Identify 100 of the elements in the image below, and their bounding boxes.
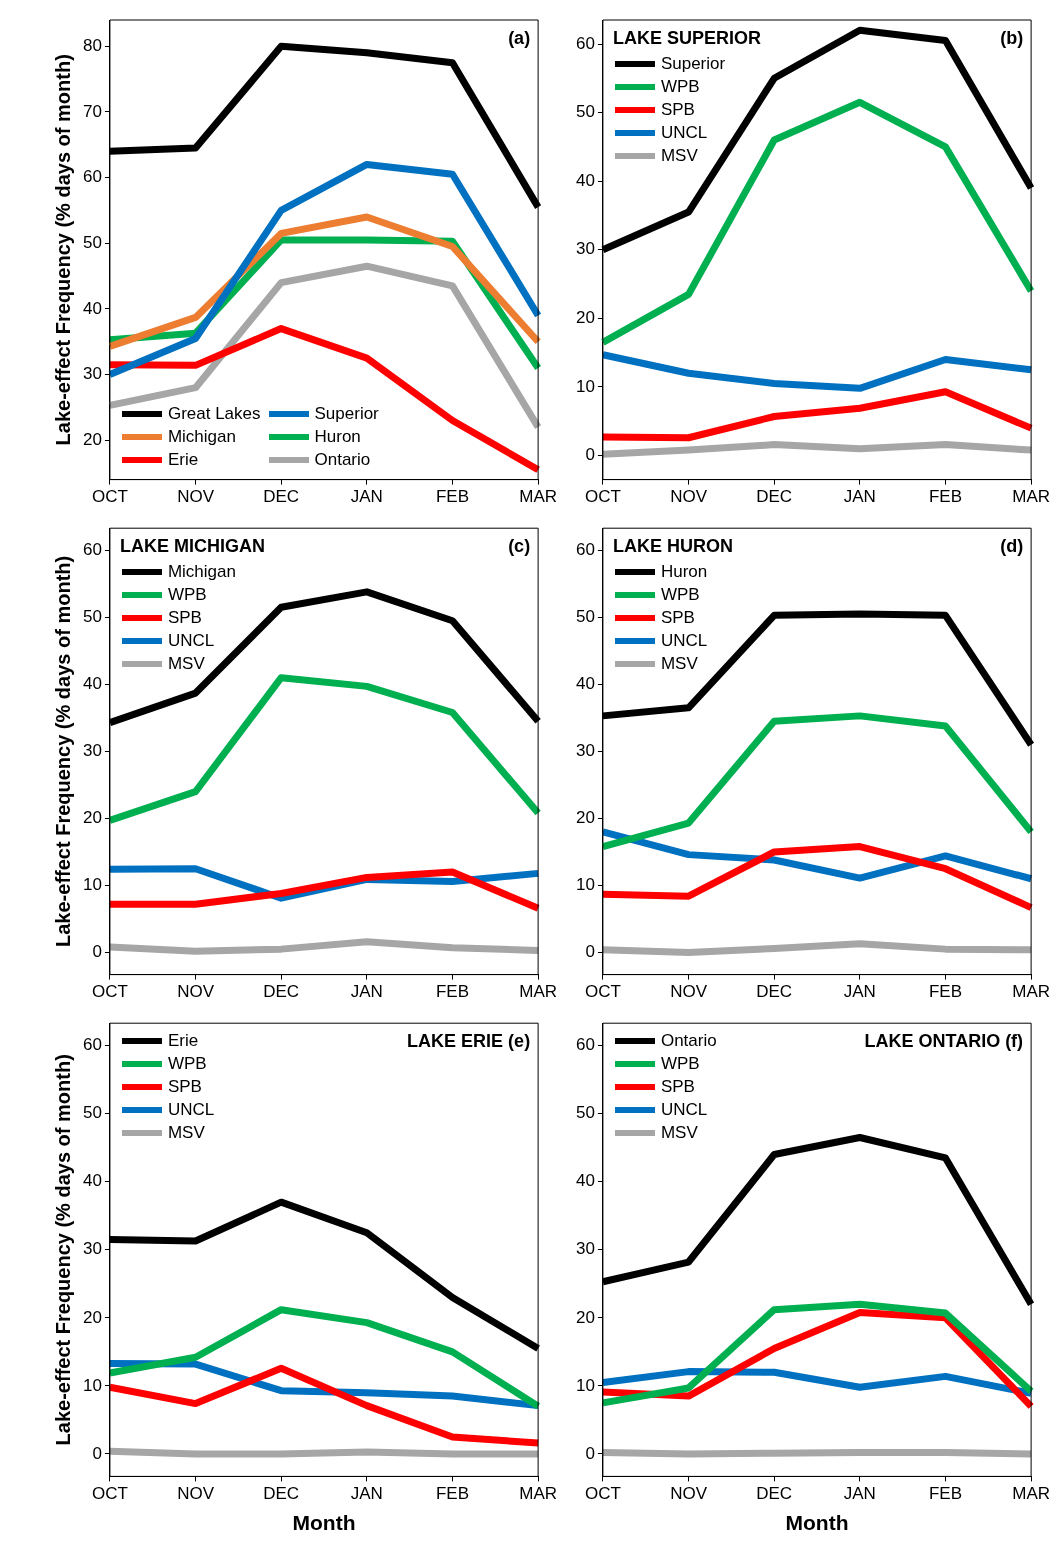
x-tick-label: MAR [1012, 1484, 1050, 1504]
legend-label: MSV [167, 654, 205, 675]
y-tick-label: 20 [575, 1307, 595, 1327]
chart-title: LAKE ERIE (e) [407, 1031, 531, 1052]
x-axis-title: Month [785, 1511, 849, 1535]
x-tick-label: DEC [756, 982, 793, 1002]
legend-label: UNCL [660, 123, 708, 143]
legend-label: Superior [660, 54, 726, 74]
legend-label: SPB [660, 100, 695, 120]
y-tick-label: 40 [82, 298, 102, 318]
annotation: (a) [508, 28, 531, 49]
x-tick-label: MAR [1012, 982, 1050, 1002]
legend-label: SPB [167, 608, 202, 629]
y-tick-label: 60 [82, 1035, 102, 1055]
y-tick-label: 30 [575, 1239, 595, 1259]
legend-label: Ontario [314, 449, 371, 470]
x-tick-label: MAR [519, 487, 557, 507]
x-tick-label: FEB [928, 487, 962, 507]
annotation: (d) [1000, 536, 1024, 558]
legend-label: SPB [660, 1077, 695, 1098]
y-axis-title: Lake-effect Frequency (% days of month) [51, 555, 74, 947]
y-axis-title: Lake-effect Frequency (% days of month) [51, 1054, 74, 1446]
legend-label: UNCL [167, 631, 215, 652]
y-tick-label: 40 [82, 674, 102, 694]
chart-title: LAKE MICHIGAN [119, 536, 265, 558]
x-tick-label: MAR [519, 1484, 557, 1504]
x-tick-label: FEB [435, 487, 469, 507]
x-tick-label: DEC [756, 1484, 793, 1504]
x-tick-label: FEB [435, 982, 469, 1002]
legend-label: WPB [167, 585, 207, 606]
y-tick-label: 60 [82, 167, 102, 187]
y-tick-label: 80 [82, 35, 102, 55]
y-tick-label: 50 [575, 1103, 595, 1123]
chart-title: LAKE SUPERIOR [612, 28, 761, 49]
x-tick-label: OCT [584, 1484, 621, 1504]
x-tick-label: OCT [584, 487, 621, 507]
y-tick-label: 20 [82, 808, 102, 828]
x-tick-label: OCT [91, 982, 128, 1002]
y-axis-title: Lake-effect Frequency (% days of month) [51, 54, 74, 446]
y-tick-label: 0 [585, 1443, 595, 1463]
legend-label: Huron [660, 562, 708, 583]
y-tick-label: 10 [82, 875, 102, 895]
x-tick-label: FEB [928, 982, 962, 1002]
legend-label: WPB [660, 77, 700, 97]
legend-label: Huron [314, 426, 361, 447]
y-tick-label: 30 [575, 741, 595, 761]
x-tick-label: NOV [670, 1484, 708, 1504]
y-tick-label: 40 [575, 674, 595, 694]
legend-label: Great Lakes [167, 403, 261, 424]
y-tick-label: 20 [82, 1307, 102, 1327]
x-tick-label: NOV [177, 982, 215, 1002]
y-tick-label: 20 [575, 308, 595, 328]
y-tick-label: 40 [575, 170, 595, 190]
legend-label: Superior [314, 403, 379, 424]
x-tick-label: JAN [843, 982, 876, 1002]
x-tick-label: NOV [670, 982, 708, 1002]
chart-title: LAKE HURON [612, 536, 733, 558]
y-tick-label: 10 [575, 875, 595, 895]
y-tick-label: 10 [82, 1375, 102, 1395]
legend-label: UNCL [660, 1100, 708, 1121]
x-tick-label: DEC [263, 982, 300, 1002]
y-tick-label: 40 [82, 1171, 102, 1191]
x-tick-label: NOV [670, 487, 708, 507]
y-tick-label: 0 [92, 1443, 102, 1463]
y-tick-label: 50 [82, 232, 102, 252]
x-tick-label: MAR [519, 982, 557, 1002]
legend-label: MSV [660, 654, 698, 675]
chart-title: LAKE ONTARIO (f) [864, 1031, 1024, 1052]
x-tick-label: DEC [756, 487, 793, 507]
x-tick-label: JAN [843, 1484, 876, 1504]
legend-label: Erie [167, 449, 199, 470]
y-tick-label: 50 [82, 607, 102, 627]
legend-label: Ontario [660, 1031, 717, 1052]
x-tick-label: FEB [928, 1484, 962, 1504]
x-tick-label: DEC [263, 1484, 300, 1504]
y-tick-label: 70 [82, 101, 102, 121]
y-tick-label: 10 [575, 1375, 595, 1395]
x-tick-label: JAN [843, 487, 876, 507]
x-tick-label: OCT [91, 487, 128, 507]
x-tick-label: OCT [91, 1484, 128, 1504]
x-axis-title: Month [292, 1511, 356, 1535]
y-tick-label: 10 [575, 376, 595, 396]
legend-label: UNCL [660, 631, 708, 652]
x-tick-label: JAN [350, 1484, 383, 1504]
y-tick-label: 0 [92, 942, 102, 962]
y-tick-label: 30 [575, 239, 595, 259]
legend-label: Michigan [167, 426, 236, 447]
x-tick-label: NOV [177, 1484, 215, 1504]
legend-label: SPB [167, 1077, 202, 1098]
x-tick-label: NOV [177, 487, 215, 507]
legend-label: Erie [167, 1031, 199, 1052]
y-tick-label: 0 [585, 942, 595, 962]
legend-label: MSV [660, 146, 698, 166]
y-tick-label: 30 [82, 1239, 102, 1259]
y-tick-label: 30 [82, 741, 102, 761]
x-tick-label: MAR [1012, 487, 1050, 507]
legend-label: MSV [167, 1123, 205, 1144]
x-tick-label: JAN [350, 487, 383, 507]
annotation: (c) [508, 536, 531, 558]
x-tick-label: OCT [584, 982, 621, 1002]
